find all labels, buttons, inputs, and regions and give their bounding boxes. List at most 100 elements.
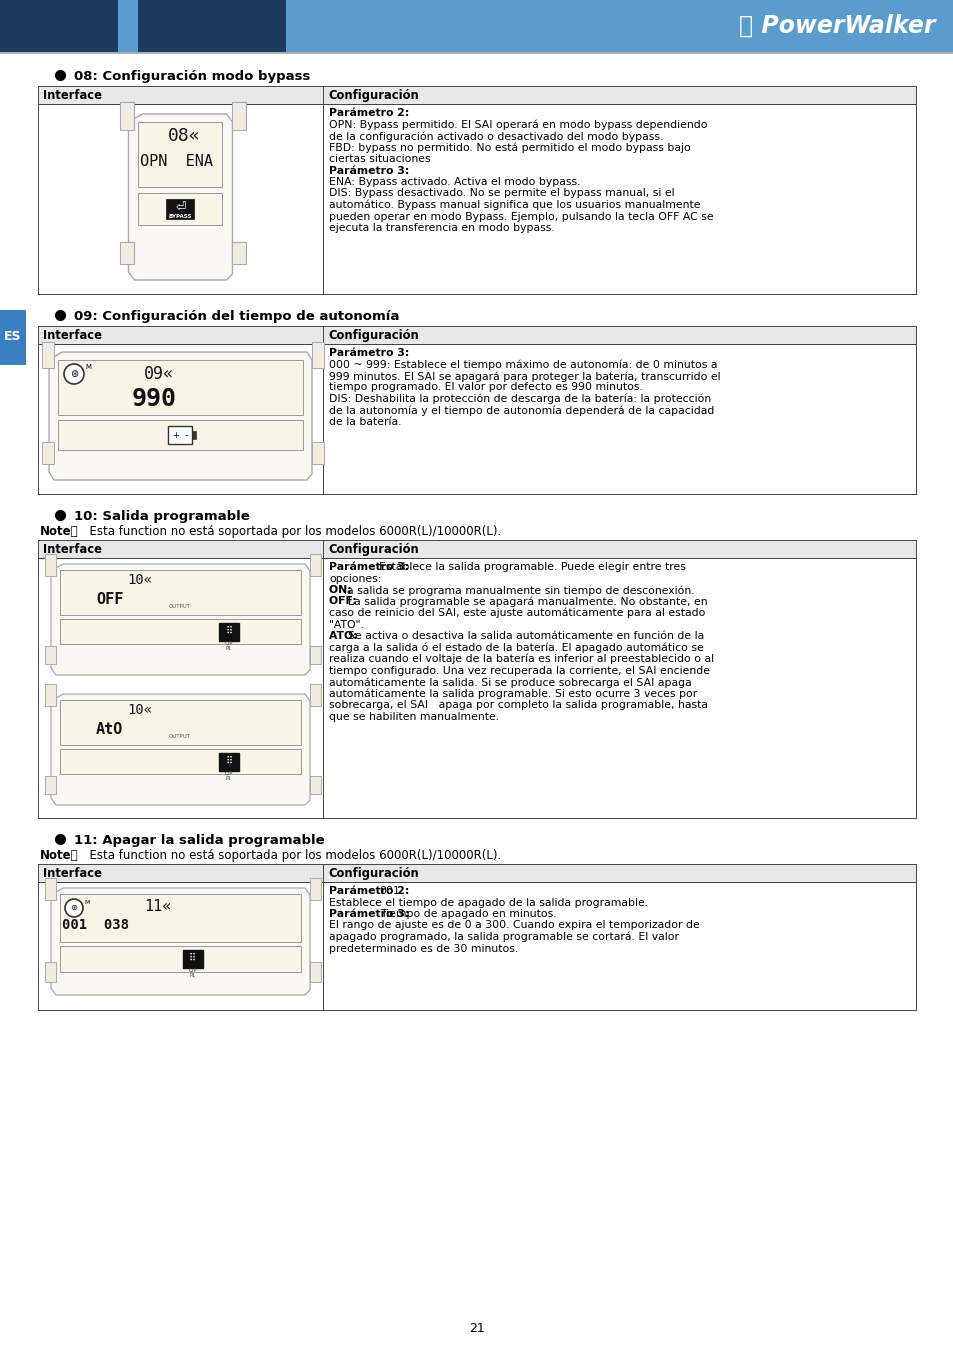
Text: Configuración: Configuración	[328, 543, 418, 557]
Text: Parámetro 3:: Parámetro 3:	[329, 562, 413, 571]
Bar	[45, 962, 56, 982]
Text: FBD: bypass no permitido. No está permitido el modo bypass bajo: FBD: bypass no permitido. No está permit…	[329, 142, 690, 153]
Text: realiza cuando el voltaje de la batería es inferior al preestablecido o al: realiza cuando el voltaje de la batería …	[329, 654, 714, 665]
Text: 001.: 001.	[379, 886, 403, 896]
Bar	[38, 326, 915, 345]
Bar	[38, 104, 915, 295]
Text: "ATO".: "ATO".	[329, 620, 363, 630]
Text: DIS: Bypass desactivado. No se permite el bypass manual, si el: DIS: Bypass desactivado. No se permite e…	[329, 189, 674, 199]
Text: Parámetro 2:: Parámetro 2:	[329, 886, 413, 896]
Text: 09«: 09«	[144, 365, 173, 382]
Text: automáticamente la salida programable. Si esto ocurre 3 veces por: automáticamente la salida programable. S…	[329, 689, 697, 698]
Bar	[310, 684, 320, 707]
Text: Se activa o desactiva la salida automáticamente en función de la: Se activa o desactiva la salida automáti…	[348, 631, 703, 640]
Text: ES: ES	[4, 331, 22, 343]
Text: Interface: Interface	[43, 330, 102, 342]
Text: tiempo programado. El valor por defecto es 990 minutos.: tiempo programado. El valor por defecto …	[329, 382, 642, 393]
Text: tiempo configurado. Una vez recuperada la corriente, el SAI enciende: tiempo configurado. Una vez recuperada l…	[329, 666, 709, 676]
Bar	[60, 700, 301, 744]
Text: automáticamente la salida. Si se produce sobrecarga el SAI apaga: automáticamente la salida. Si se produce…	[329, 677, 691, 688]
Text: Establece el tiempo de apagado de la salida programable.: Establece el tiempo de apagado de la sal…	[329, 897, 647, 908]
Text: de la autonomía y el tiempo de autonomía dependerá de la capacidad: de la autonomía y el tiempo de autonomía…	[329, 405, 714, 416]
Bar	[312, 342, 324, 367]
Bar	[310, 646, 320, 663]
Text: automático. Bypass manual significa que los usuarios manualmente: automático. Bypass manual significa que …	[329, 200, 700, 211]
Bar	[120, 242, 134, 263]
Text: OUTPUT: OUTPUT	[169, 604, 191, 609]
Bar	[38, 558, 915, 817]
Bar	[60, 570, 301, 615]
Bar	[45, 646, 56, 663]
Bar	[310, 962, 320, 982]
Bar	[182, 950, 202, 969]
Text: Parámetro 3:: Parámetro 3:	[329, 166, 409, 176]
Text: 08: Configuración modo bypass: 08: Configuración modo bypass	[74, 70, 310, 82]
Text: 10: Salida programable: 10: Salida programable	[74, 509, 250, 523]
Text: 21: 21	[469, 1323, 484, 1336]
Bar	[45, 554, 56, 576]
Bar	[60, 619, 301, 644]
Text: 11«: 11«	[144, 898, 172, 915]
Bar	[42, 342, 54, 367]
Text: opciones:: opciones:	[329, 574, 381, 584]
Bar	[60, 748, 301, 774]
Circle shape	[64, 363, 84, 384]
Text: O/P: O/P	[189, 969, 196, 973]
Text: BYPASS: BYPASS	[169, 215, 193, 219]
Text: ⊛: ⊛	[71, 904, 77, 912]
Bar	[60, 894, 301, 942]
Bar	[42, 442, 54, 463]
Text: ⠿: ⠿	[189, 952, 196, 963]
Text: El rango de ajuste es de 0 a 300. Cuando expira el temporizador de: El rango de ajuste es de 0 a 300. Cuando…	[329, 920, 699, 931]
Text: la salida se programa manualmente sin tiempo de desconexión.: la salida se programa manualmente sin ti…	[344, 585, 694, 596]
Bar	[45, 684, 56, 707]
Text: 10«: 10«	[128, 703, 152, 717]
Bar	[0, 0, 118, 51]
Text: Configuración: Configuración	[328, 330, 418, 342]
Text: +  -: + -	[172, 431, 188, 439]
Text: O/P: O/P	[224, 640, 233, 646]
Bar	[60, 946, 301, 971]
Bar	[310, 775, 320, 794]
Bar	[0, 0, 953, 51]
Text: M: M	[84, 900, 90, 905]
Text: OFF:: OFF:	[329, 597, 360, 607]
Text: 10«: 10«	[128, 573, 152, 586]
Text: Parámetro 3:: Parámetro 3:	[329, 909, 413, 919]
Bar	[38, 86, 915, 104]
Bar	[310, 554, 320, 576]
Text: Establece la salida programable. Puede elegir entre tres: Establece la salida programable. Puede e…	[378, 562, 685, 571]
Text: Interface: Interface	[43, 543, 102, 557]
Text: ENA: Bypass activado. Activa el modo bypass.: ENA: Bypass activado. Activa el modo byp…	[329, 177, 579, 186]
Text: ⠿: ⠿	[225, 755, 232, 766]
Text: 09: Configuración del tiempo de autonomía: 09: Configuración del tiempo de autonomí…	[74, 309, 399, 323]
Text: ⊛: ⊛	[70, 369, 78, 380]
Text: apagado programado, la salida programable se cortará. El valor: apagado programado, la salida programabl…	[329, 932, 679, 943]
Text: P1: P1	[226, 646, 232, 650]
Circle shape	[65, 898, 83, 917]
Text: ON:: ON:	[329, 585, 355, 594]
Bar	[167, 199, 194, 219]
Text: Esta function no está soportada por los modelos 6000R(L)/10000R(L).: Esta function no está soportada por los …	[82, 848, 500, 862]
Bar	[169, 426, 193, 444]
Text: Note：: Note：	[40, 526, 78, 538]
Text: pueden operar en modo Bypass. Ejemplo, pulsando la tecla OFF AC se: pueden operar en modo Bypass. Ejemplo, p…	[329, 212, 713, 222]
Bar	[58, 420, 303, 450]
Text: sobrecarga, el SAI   apaga por completo la salida programable, hasta: sobrecarga, el SAI apaga por completo la…	[329, 700, 707, 711]
Text: caso de reinicio del SAI, este ajuste automáticamente para al estado: caso de reinicio del SAI, este ajuste au…	[329, 608, 704, 619]
Bar	[58, 359, 303, 415]
Text: OFF: OFF	[96, 592, 123, 607]
Text: 001  038: 001 038	[62, 917, 129, 932]
Text: Tiempo de apagado en minutos.: Tiempo de apagado en minutos.	[379, 909, 556, 919]
Bar	[0, 51, 953, 54]
Bar	[312, 442, 324, 463]
Text: Ⓟ PowerWalker: Ⓟ PowerWalker	[739, 14, 935, 38]
Text: OPN  ENA: OPN ENA	[140, 154, 213, 169]
Text: M: M	[85, 363, 91, 370]
Text: 990: 990	[132, 388, 176, 411]
Bar	[45, 878, 56, 900]
Bar	[138, 0, 286, 51]
Bar	[138, 193, 222, 226]
Polygon shape	[51, 888, 310, 994]
Text: Configuración: Configuración	[328, 89, 418, 101]
